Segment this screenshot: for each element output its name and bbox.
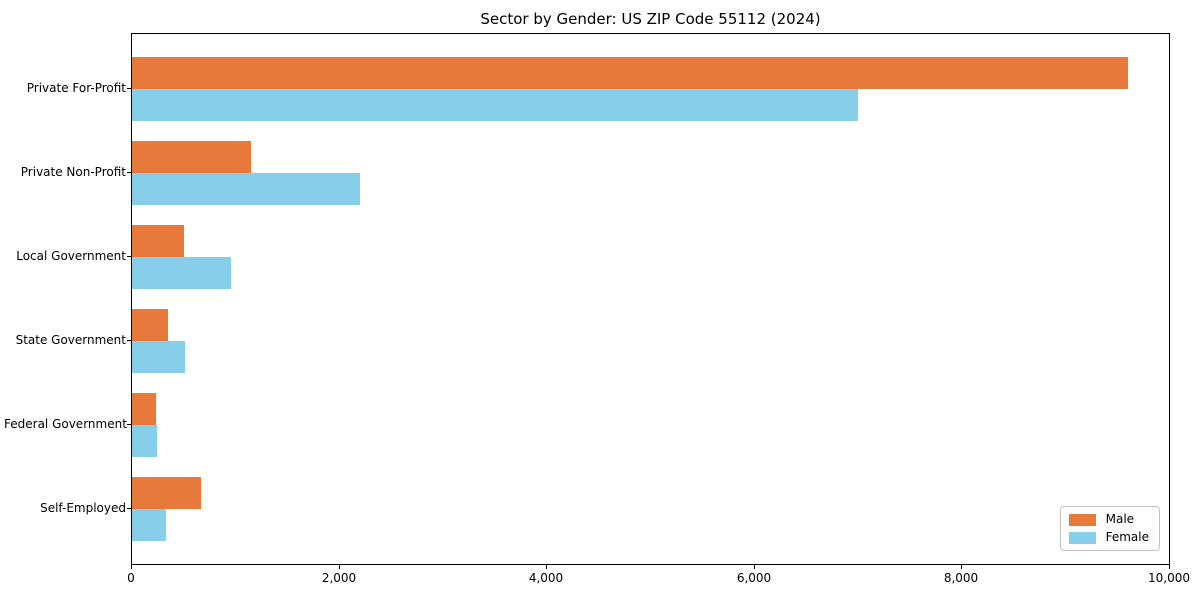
y-tick-mark bbox=[127, 508, 131, 509]
y-axis-label-4: Federal Government bbox=[4, 417, 127, 431]
bar-male-2 bbox=[132, 225, 184, 257]
bar-male-1 bbox=[132, 141, 251, 173]
x-axis-tick-label-4: 8,000 bbox=[943, 571, 979, 585]
y-tick-mark bbox=[127, 88, 131, 89]
x-tick-mark bbox=[1169, 565, 1170, 569]
y-axis-label-1: Private Non-Profit bbox=[20, 165, 126, 179]
legend-entry-male: Male bbox=[1068, 512, 1149, 526]
bar-female-2 bbox=[132, 257, 231, 289]
x-tick-mark bbox=[131, 565, 132, 569]
bar-female-3 bbox=[132, 341, 185, 373]
legend-swatch-male bbox=[1068, 513, 1096, 526]
y-tick-mark bbox=[127, 424, 131, 425]
bar-male-3 bbox=[132, 309, 168, 341]
bar-female-5 bbox=[132, 509, 166, 541]
x-axis-tick-label-3: 6,000 bbox=[736, 571, 772, 585]
y-tick-mark bbox=[127, 172, 131, 173]
x-tick-mark bbox=[961, 565, 962, 569]
legend: Male Female bbox=[1059, 506, 1160, 551]
x-axis-tick-label-1: 2,000 bbox=[321, 571, 357, 585]
x-axis-tick-label-0: 0 bbox=[127, 571, 135, 585]
y-axis-label-0: Private For-Profit bbox=[26, 81, 126, 95]
legend-swatch-female bbox=[1068, 531, 1096, 544]
x-axis-tick-label-5: 10,000 bbox=[1148, 571, 1190, 585]
x-tick-mark bbox=[754, 565, 755, 569]
legend-label-female: Female bbox=[1105, 530, 1149, 544]
bar-female-4 bbox=[132, 425, 157, 457]
bar-female-0 bbox=[132, 89, 858, 121]
bar-male-5 bbox=[132, 477, 201, 509]
y-axis-label-3: State Government bbox=[15, 333, 126, 347]
x-axis-tick-label-2: 4,000 bbox=[528, 571, 564, 585]
legend-entry-female: Female bbox=[1068, 530, 1149, 544]
y-tick-mark bbox=[127, 340, 131, 341]
x-tick-mark bbox=[546, 565, 547, 569]
bar-male-4 bbox=[132, 393, 156, 425]
y-tick-mark bbox=[127, 256, 131, 257]
bar-female-1 bbox=[132, 173, 360, 205]
legend-label-male: Male bbox=[1105, 512, 1135, 526]
x-tick-mark bbox=[339, 565, 340, 569]
chart-title: Sector by Gender: US ZIP Code 55112 (202… bbox=[480, 10, 821, 28]
y-axis-label-2: Local Government bbox=[16, 249, 126, 263]
plot-area: Male Female bbox=[131, 33, 1170, 565]
y-axis-label-5: Self-Employed bbox=[40, 501, 126, 515]
bar-male-0 bbox=[132, 57, 1128, 89]
